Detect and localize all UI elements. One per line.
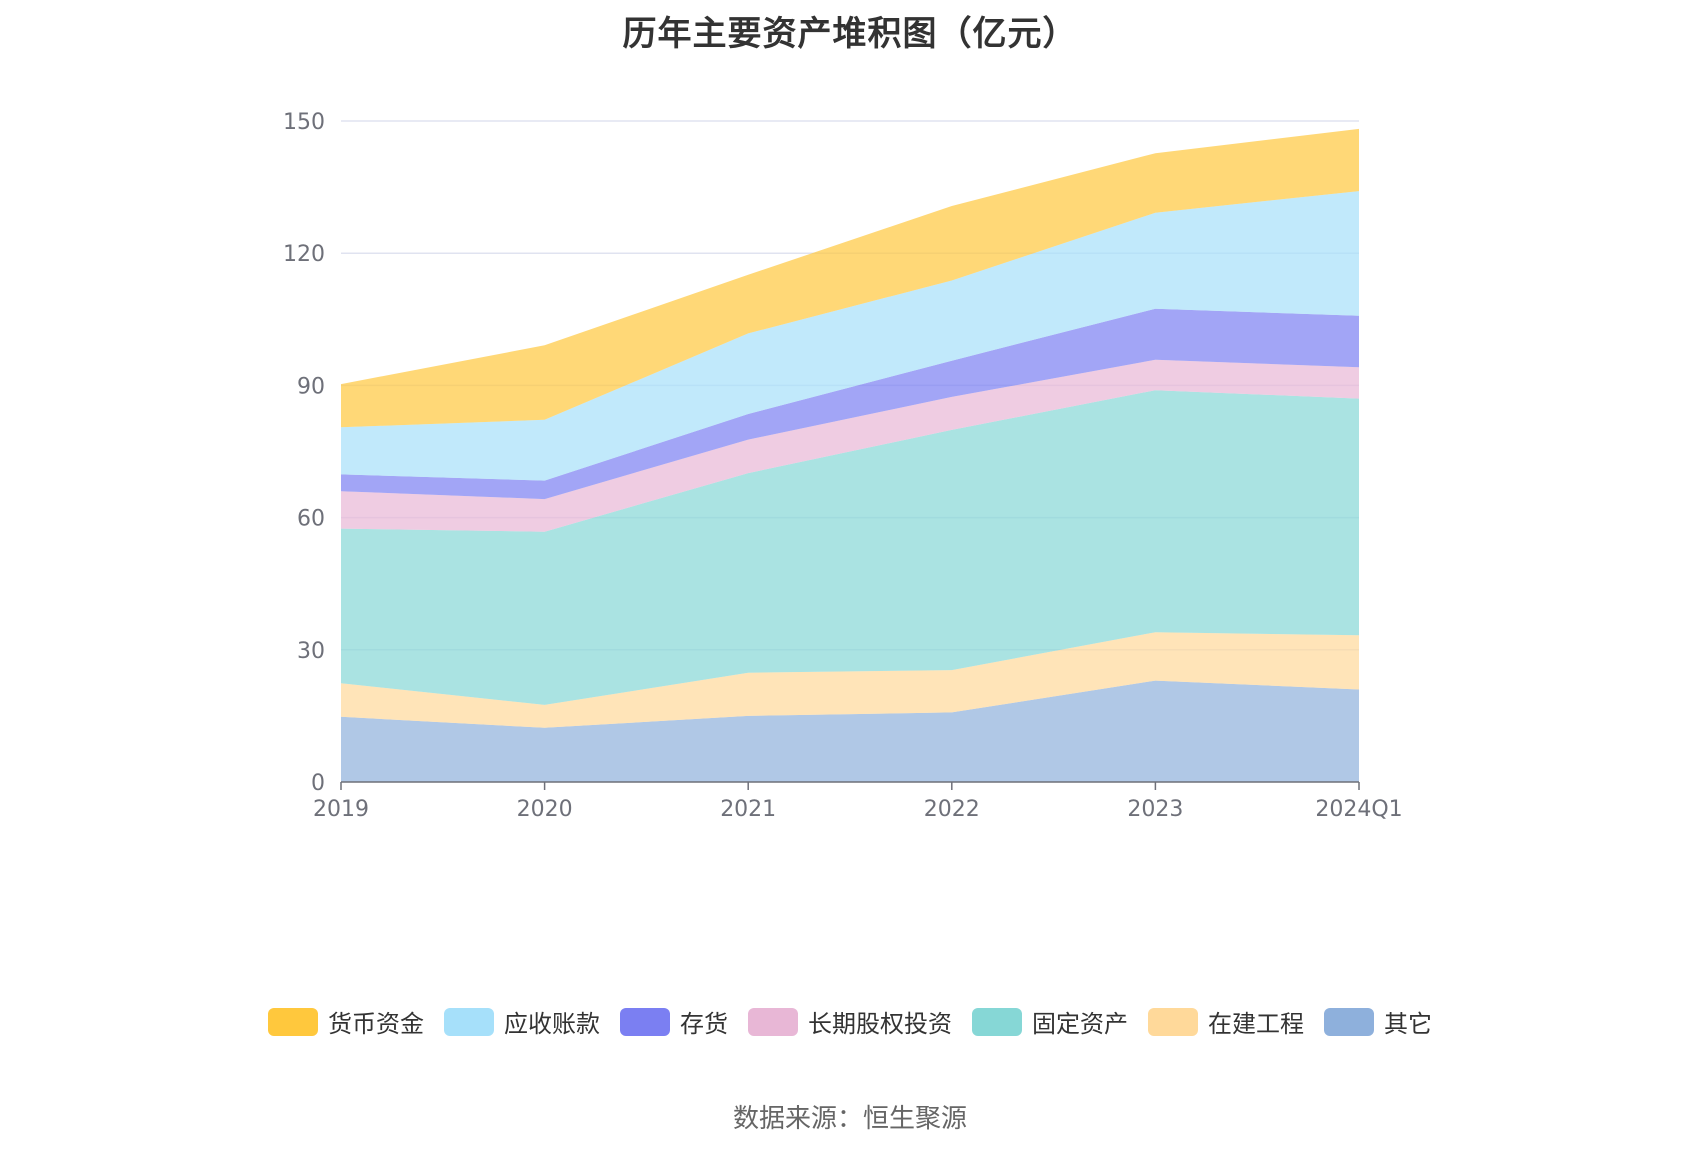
x-tick-label: 2022 [924,797,980,822]
y-tick-label: 90 [297,374,325,399]
y-tick-label: 30 [297,639,325,664]
legend-item[interactable]: 货币资金 [268,1004,424,1039]
axes: 0 30 60 90 120 150 2019 2020 2021 2022 2023 2024Q1 [283,110,1403,822]
legend-swatch [972,1007,1022,1036]
legend-item[interactable]: 固定资产 [972,1004,1128,1039]
x-tick-label: 2021 [720,797,776,822]
source-note: 数据来源：恒生聚源 [732,1104,967,1134]
y-tick-label: 60 [297,507,325,532]
legend-label: 应收账款 [504,1010,600,1038]
legend-swatch [444,1007,494,1036]
legend-item[interactable]: 其它 [1324,1004,1432,1039]
legend-label: 固定资产 [1032,1010,1128,1038]
legend-item[interactable]: 存货 [620,1004,728,1039]
y-tick-label: 120 [283,242,325,267]
x-tick-label: 2024Q1 [1315,797,1402,822]
area-series-0 [341,680,1359,782]
area-series-4 [341,308,1359,500]
legend-swatch [1324,1007,1374,1036]
area-series-2 [341,390,1359,705]
legend-label: 货币资金 [328,1010,424,1038]
legend-label: 在建工程 [1208,1010,1304,1038]
stacked-areas [341,128,1359,782]
area-series-6 [341,128,1359,428]
legend-label: 长期股权投资 [808,1010,952,1038]
legend-item[interactable]: 应收账款 [444,1004,600,1039]
y-tick-label: 150 [283,110,325,135]
legend-swatch [1148,1007,1198,1036]
legend-item[interactable]: 长期股权投资 [748,1004,952,1039]
area-series-1 [341,632,1359,728]
x-tick-label: 2020 [517,797,573,822]
legend-label: 存货 [680,1010,728,1038]
legend-swatch [620,1007,670,1036]
legend-item[interactable]: 在建工程 [1148,1004,1304,1039]
legend-label: 其它 [1384,1010,1432,1038]
area-series-3 [341,359,1359,532]
y-tick-label: 0 [311,771,325,796]
area-chart: 0 30 60 90 120 150 2019 2020 2021 2022 2023 2024Q1 [283,110,1403,822]
x-tick-label: 2019 [313,797,369,822]
legend: 货币资金 应收账款 存货 长期股权投资 固定资产 在建工程 其它 [0,1004,1700,1039]
area-series-5 [341,191,1359,481]
chart-title: 历年主要资产堆积图（亿元） [622,14,1078,54]
x-tick-label: 2023 [1127,797,1183,822]
legend-swatch [748,1007,798,1036]
legend-swatch [268,1007,318,1036]
